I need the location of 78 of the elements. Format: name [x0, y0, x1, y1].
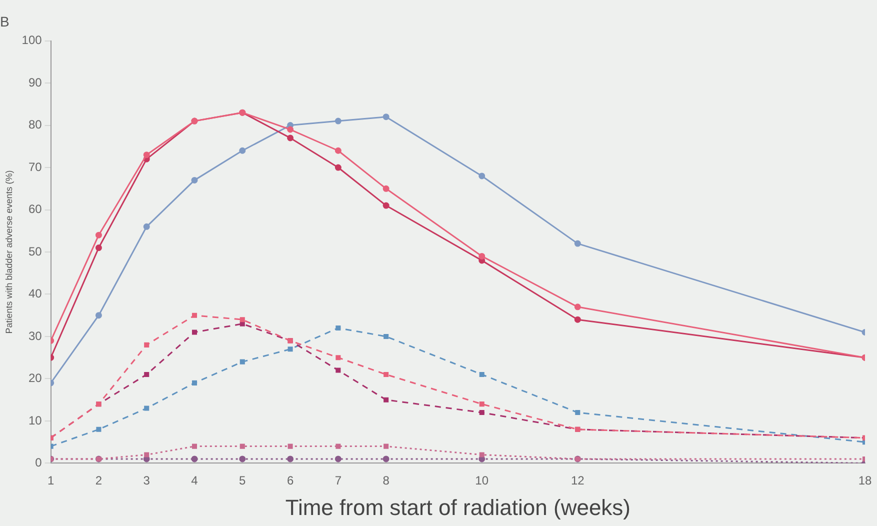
point — [479, 410, 484, 416]
point — [575, 410, 580, 416]
point — [192, 312, 198, 318]
point — [334, 456, 342, 462]
x-tick-label: 4 — [191, 474, 198, 488]
point — [287, 134, 294, 142]
point — [382, 202, 390, 209]
x-tick-label: 7 — [334, 474, 342, 488]
point — [336, 326, 341, 331]
x-tick-label: 5 — [239, 474, 246, 488]
y-tick-label: 0 — [35, 456, 42, 470]
point — [382, 185, 390, 192]
point — [478, 252, 486, 260]
point — [95, 244, 102, 252]
x-tick-label: 1 — [47, 474, 54, 488]
point — [288, 444, 293, 449]
point — [96, 426, 102, 432]
point — [191, 176, 198, 184]
point — [192, 330, 198, 335]
point — [240, 444, 245, 449]
point — [479, 402, 484, 407]
point — [144, 406, 150, 411]
point — [240, 359, 245, 364]
y-tick-label: 40 — [28, 286, 42, 301]
point — [144, 372, 150, 378]
x-tick-label: 10 — [475, 474, 489, 488]
point — [144, 452, 150, 458]
point — [382, 114, 390, 120]
point — [574, 240, 581, 247]
y-tick-label: 100 — [22, 33, 42, 48]
x-tick-label: 18 — [858, 474, 872, 488]
point — [334, 164, 342, 171]
point — [478, 172, 486, 180]
point — [336, 355, 341, 360]
point — [336, 444, 341, 449]
point — [287, 456, 294, 462]
point — [334, 118, 342, 124]
point — [240, 321, 245, 326]
point — [287, 126, 294, 133]
x-axis-title: Time from start of radiation (weeks) — [285, 494, 630, 520]
point — [143, 152, 150, 158]
y-tick-label: 20 — [28, 371, 42, 386]
point — [192, 380, 198, 386]
x-tick-label: 2 — [95, 474, 102, 488]
point — [143, 223, 150, 230]
point — [192, 444, 198, 449]
point — [288, 346, 293, 352]
point — [191, 456, 198, 462]
point — [144, 342, 150, 348]
point — [479, 452, 484, 458]
y-tick-label: 50 — [28, 244, 42, 258]
x-tick-label: 3 — [143, 474, 150, 488]
point — [239, 456, 246, 462]
x-tick-label: 12 — [570, 474, 585, 488]
point — [384, 372, 389, 378]
point — [384, 444, 389, 449]
y-tick-label: 10 — [28, 413, 42, 428]
point — [239, 147, 246, 154]
point — [240, 317, 245, 322]
point — [384, 334, 389, 339]
point — [384, 397, 389, 402]
y-tick-label: 60 — [28, 202, 42, 216]
point — [95, 232, 102, 238]
point — [336, 368, 341, 373]
point — [574, 304, 581, 310]
point — [382, 456, 390, 462]
point — [334, 147, 342, 154]
x-tick-label: 6 — [286, 474, 294, 488]
y-tick-label: 90 — [28, 75, 42, 90]
y-tick-label: 70 — [28, 160, 42, 174]
chart-title: B — [0, 13, 10, 30]
y-axis-title: Patients with bladder adverse events (%) — [4, 170, 14, 334]
x-tick-label: 8 — [382, 474, 390, 488]
y-tick-label: 30 — [28, 328, 42, 343]
y-tick-label: 80 — [28, 118, 42, 132]
point — [574, 316, 581, 323]
point — [95, 312, 102, 319]
point — [479, 372, 484, 378]
